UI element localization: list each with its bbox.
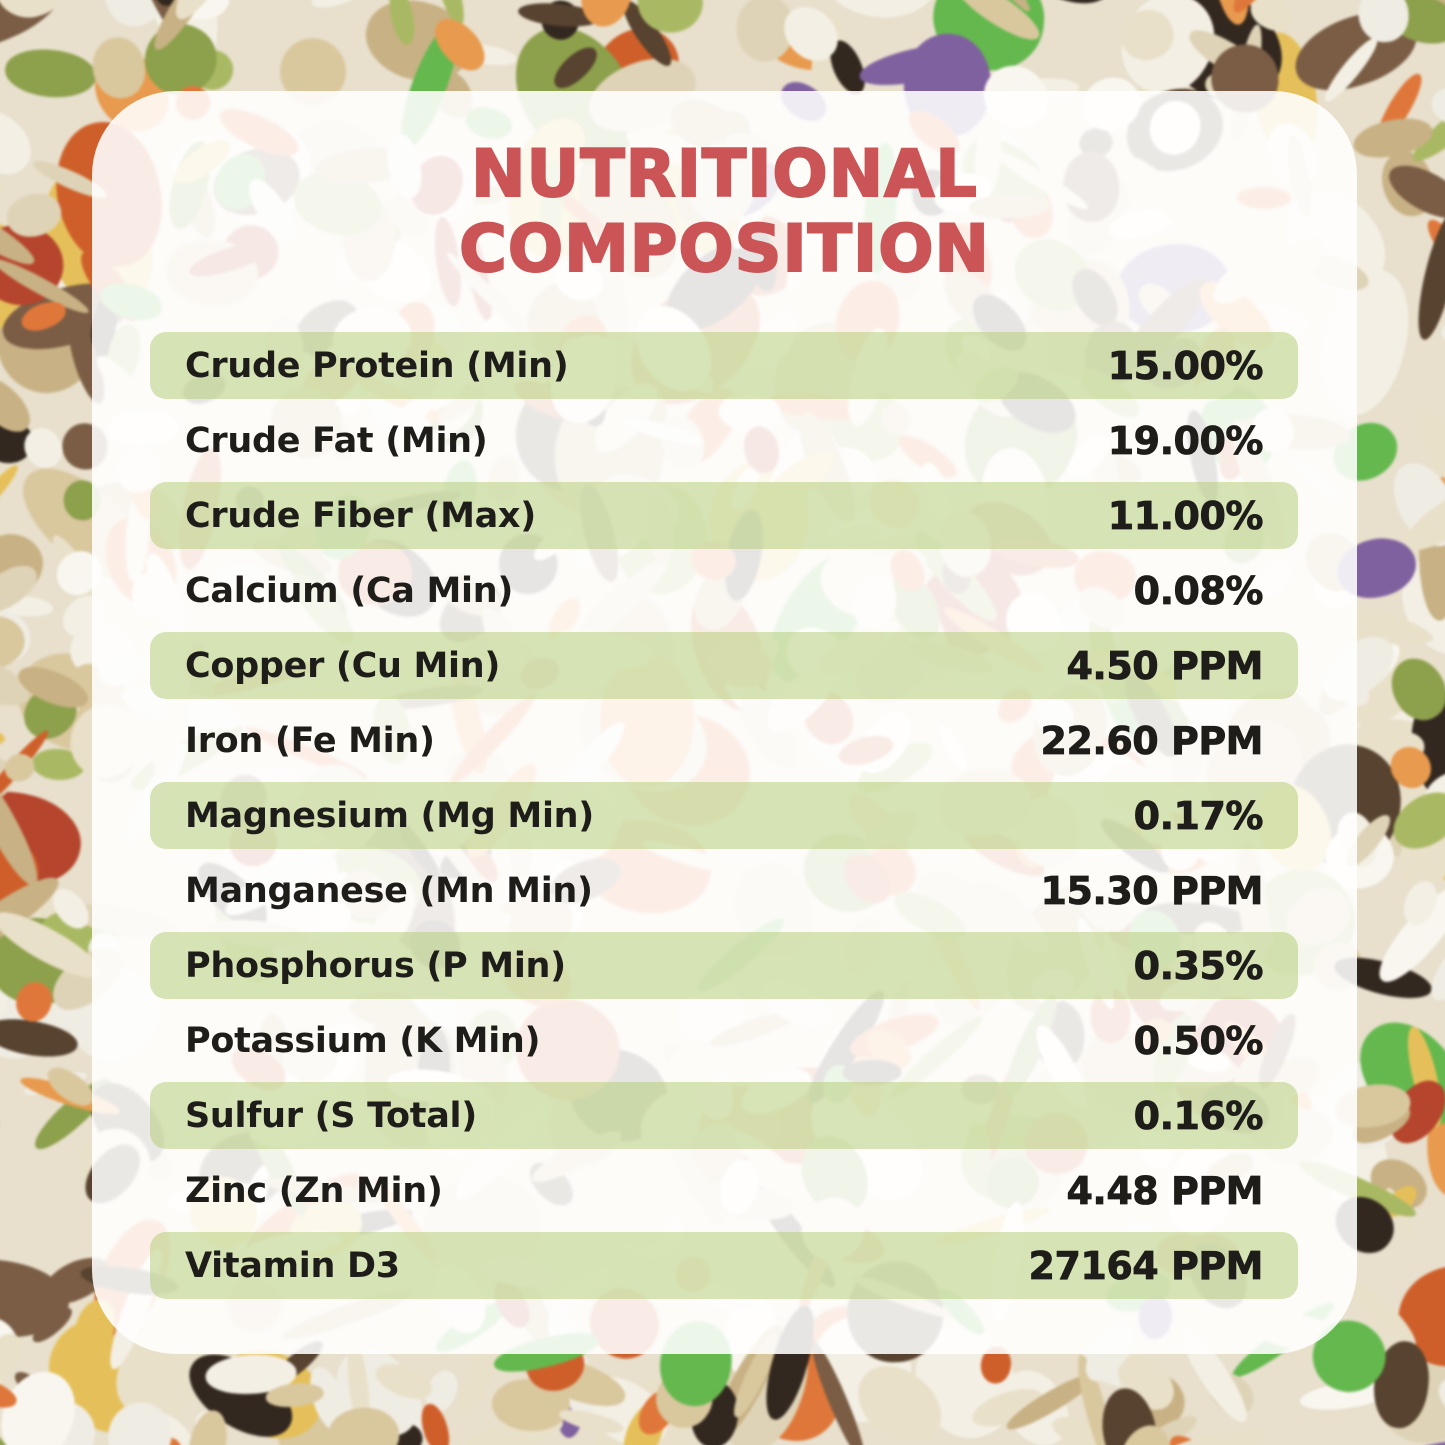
table-row: Phosphorus (P Min) 0.35% — [150, 932, 1298, 999]
table-row: Iron (Fe Min) 22.60 PPM — [150, 707, 1298, 774]
nutrient-value: 0.08% — [1133, 568, 1264, 613]
nutrient-value: 4.48 PPM — [1066, 1168, 1264, 1213]
table-row: Potassium (K Min) 0.50% — [150, 1007, 1298, 1074]
nutrition-table: Crude Protein (Min) 15.00% Crude Fat (Mi… — [150, 332, 1298, 1307]
nutrient-value: 0.50% — [1133, 1018, 1264, 1063]
nutrition-card: NUTRITIONAL COMPOSITION Crude Protein (M… — [92, 91, 1357, 1354]
table-row: Crude Protein (Min) 15.00% — [150, 332, 1298, 399]
nutrient-label: Magnesium (Mg Min) — [185, 795, 594, 836]
nutrient-label: Potassium (K Min) — [185, 1020, 541, 1061]
nutrient-value: 0.35% — [1133, 943, 1264, 988]
nutrient-label: Iron (Fe Min) — [185, 720, 435, 761]
nutrient-label: Crude Protein (Min) — [185, 345, 569, 386]
nutrient-label: Manganese (Mn Min) — [185, 870, 593, 911]
table-row: Vitamin D3 27164 PPM — [150, 1232, 1298, 1299]
nutrient-value: 22.60 PPM — [1040, 718, 1264, 763]
table-row: Zinc (Zn Min) 4.48 PPM — [150, 1157, 1298, 1224]
seed-blob — [1439, 317, 1445, 356]
nutrient-value: 15.00% — [1107, 343, 1264, 388]
table-row: Manganese (Mn Min) 15.30 PPM — [150, 857, 1298, 924]
table-row: Calcium (Ca Min) 0.08% — [150, 557, 1298, 624]
nutrient-value: 15.30 PPM — [1040, 868, 1264, 913]
table-row: Sulfur (S Total) 0.16% — [150, 1082, 1298, 1149]
seed-blob — [0, 1109, 5, 1200]
nutrient-label: Vitamin D3 — [185, 1245, 400, 1286]
nutrient-value: 0.17% — [1133, 793, 1264, 838]
seed-blob — [0, 715, 7, 754]
table-row: Magnesium (Mg Min) 0.17% — [150, 782, 1298, 849]
nutrient-label: Crude Fiber (Max) — [185, 495, 536, 536]
nutrient-label: Phosphorus (P Min) — [185, 945, 566, 986]
seed-blob — [3, 45, 99, 102]
table-row: Copper (Cu Min) 4.50 PPM — [150, 632, 1298, 699]
nutrient-label: Zinc (Zn Min) — [185, 1170, 443, 1211]
nutrient-label: Sulfur (S Total) — [185, 1095, 477, 1136]
seed-blob — [0, 460, 23, 526]
nutrient-value: 4.50 PPM — [1066, 643, 1264, 688]
table-row: Crude Fiber (Max) 11.00% — [150, 482, 1298, 549]
nutrient-label: Calcium (Ca Min) — [185, 570, 514, 611]
nutrient-value: 0.16% — [1133, 1093, 1264, 1138]
seed-blob — [0, 98, 44, 188]
nutrient-label: Copper (Cu Min) — [185, 645, 501, 686]
page-title: NUTRITIONAL COMPOSITION — [458, 136, 990, 288]
nutrient-label: Crude Fat (Min) — [185, 420, 488, 461]
nutrient-value: 11.00% — [1107, 493, 1264, 538]
nutrient-value: 27164 PPM — [1028, 1243, 1264, 1288]
table-row: Crude Fat (Min) 19.00% — [150, 407, 1298, 474]
nutrient-value: 19.00% — [1107, 418, 1264, 463]
